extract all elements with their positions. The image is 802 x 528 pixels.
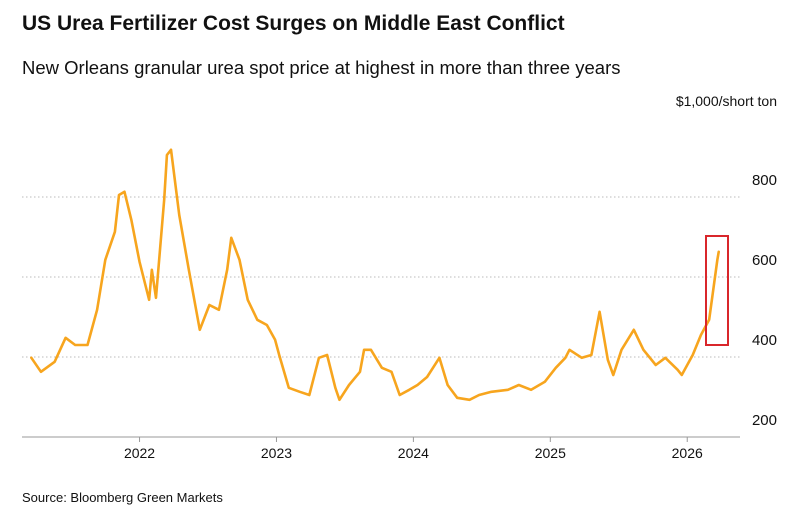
source: Source: Bloomberg Green Markets xyxy=(22,490,223,505)
x-tick-label: 2022 xyxy=(124,445,155,461)
data-line xyxy=(30,148,721,402)
y-tick-label: 600 xyxy=(752,252,777,269)
y-tick-label: 400 xyxy=(752,332,777,349)
highlight-box xyxy=(705,235,729,346)
x-tick-label: 2025 xyxy=(535,445,566,461)
y-axis-label: $1,000/short ton xyxy=(676,93,777,109)
chart-subtitle: New Orleans granular urea spot price at … xyxy=(22,57,620,78)
x-tick-label: 2023 xyxy=(261,445,292,461)
y-tick-label: 800 xyxy=(752,172,777,189)
x-tick-label: 2026 xyxy=(672,445,703,461)
chart-title: US Urea Fertilizer Cost Surges on Middle… xyxy=(22,12,565,35)
x-tick-label: 2024 xyxy=(398,445,429,461)
y-tick-label: 200 xyxy=(752,412,777,429)
